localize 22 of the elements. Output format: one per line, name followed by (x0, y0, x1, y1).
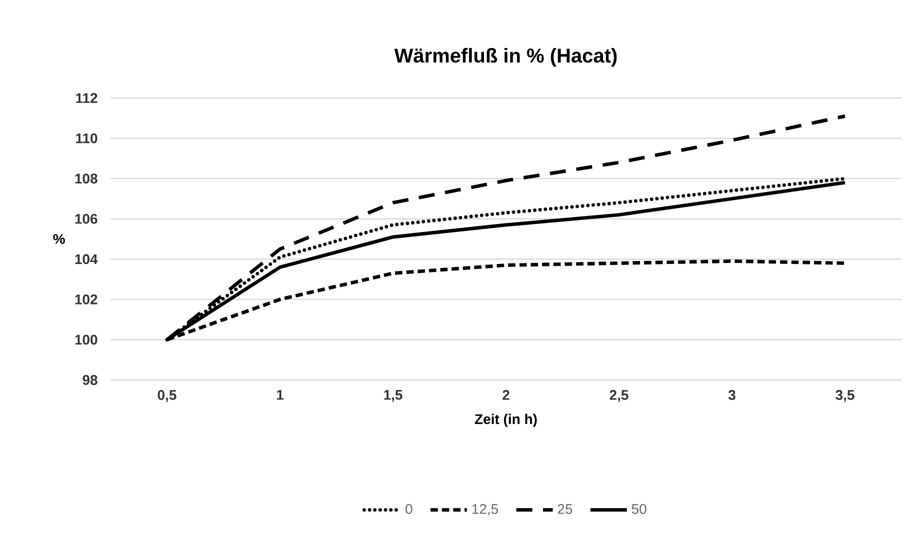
x-tick-label: 1,5 (384, 390, 402, 402)
legend-label: 12,5 (472, 504, 498, 516)
y-tick-label: 98 (82, 375, 98, 385)
legend-label: 50 (632, 504, 646, 514)
legend-label: 0 (406, 504, 412, 514)
y-axis-title: % (53, 234, 65, 244)
y-tick-label: 100 (75, 334, 98, 345)
y-tick-label: 102 (75, 294, 98, 304)
x-tick-label: 3,5 (836, 390, 854, 402)
x-tick-label: 3 (728, 390, 736, 400)
x-tick-label: 0,5 (158, 390, 176, 402)
x-axis-title: Zeit (in h) (474, 414, 537, 427)
y-tick-label: 110 (76, 133, 98, 144)
x-tick-label: 2,5 (610, 390, 628, 402)
y-tick-label: 108 (75, 174, 98, 184)
y-tick-label: 112 (76, 93, 98, 103)
y-tick-label: 106 (75, 214, 98, 224)
x-tick-label: 1 (276, 390, 284, 400)
chart-title: Wärmefluß in % (Hacat) (394, 48, 617, 67)
y-tick-label: 104 (75, 254, 98, 264)
legend-label: 25 (558, 504, 572, 514)
x-tick-label: 2 (502, 390, 510, 400)
